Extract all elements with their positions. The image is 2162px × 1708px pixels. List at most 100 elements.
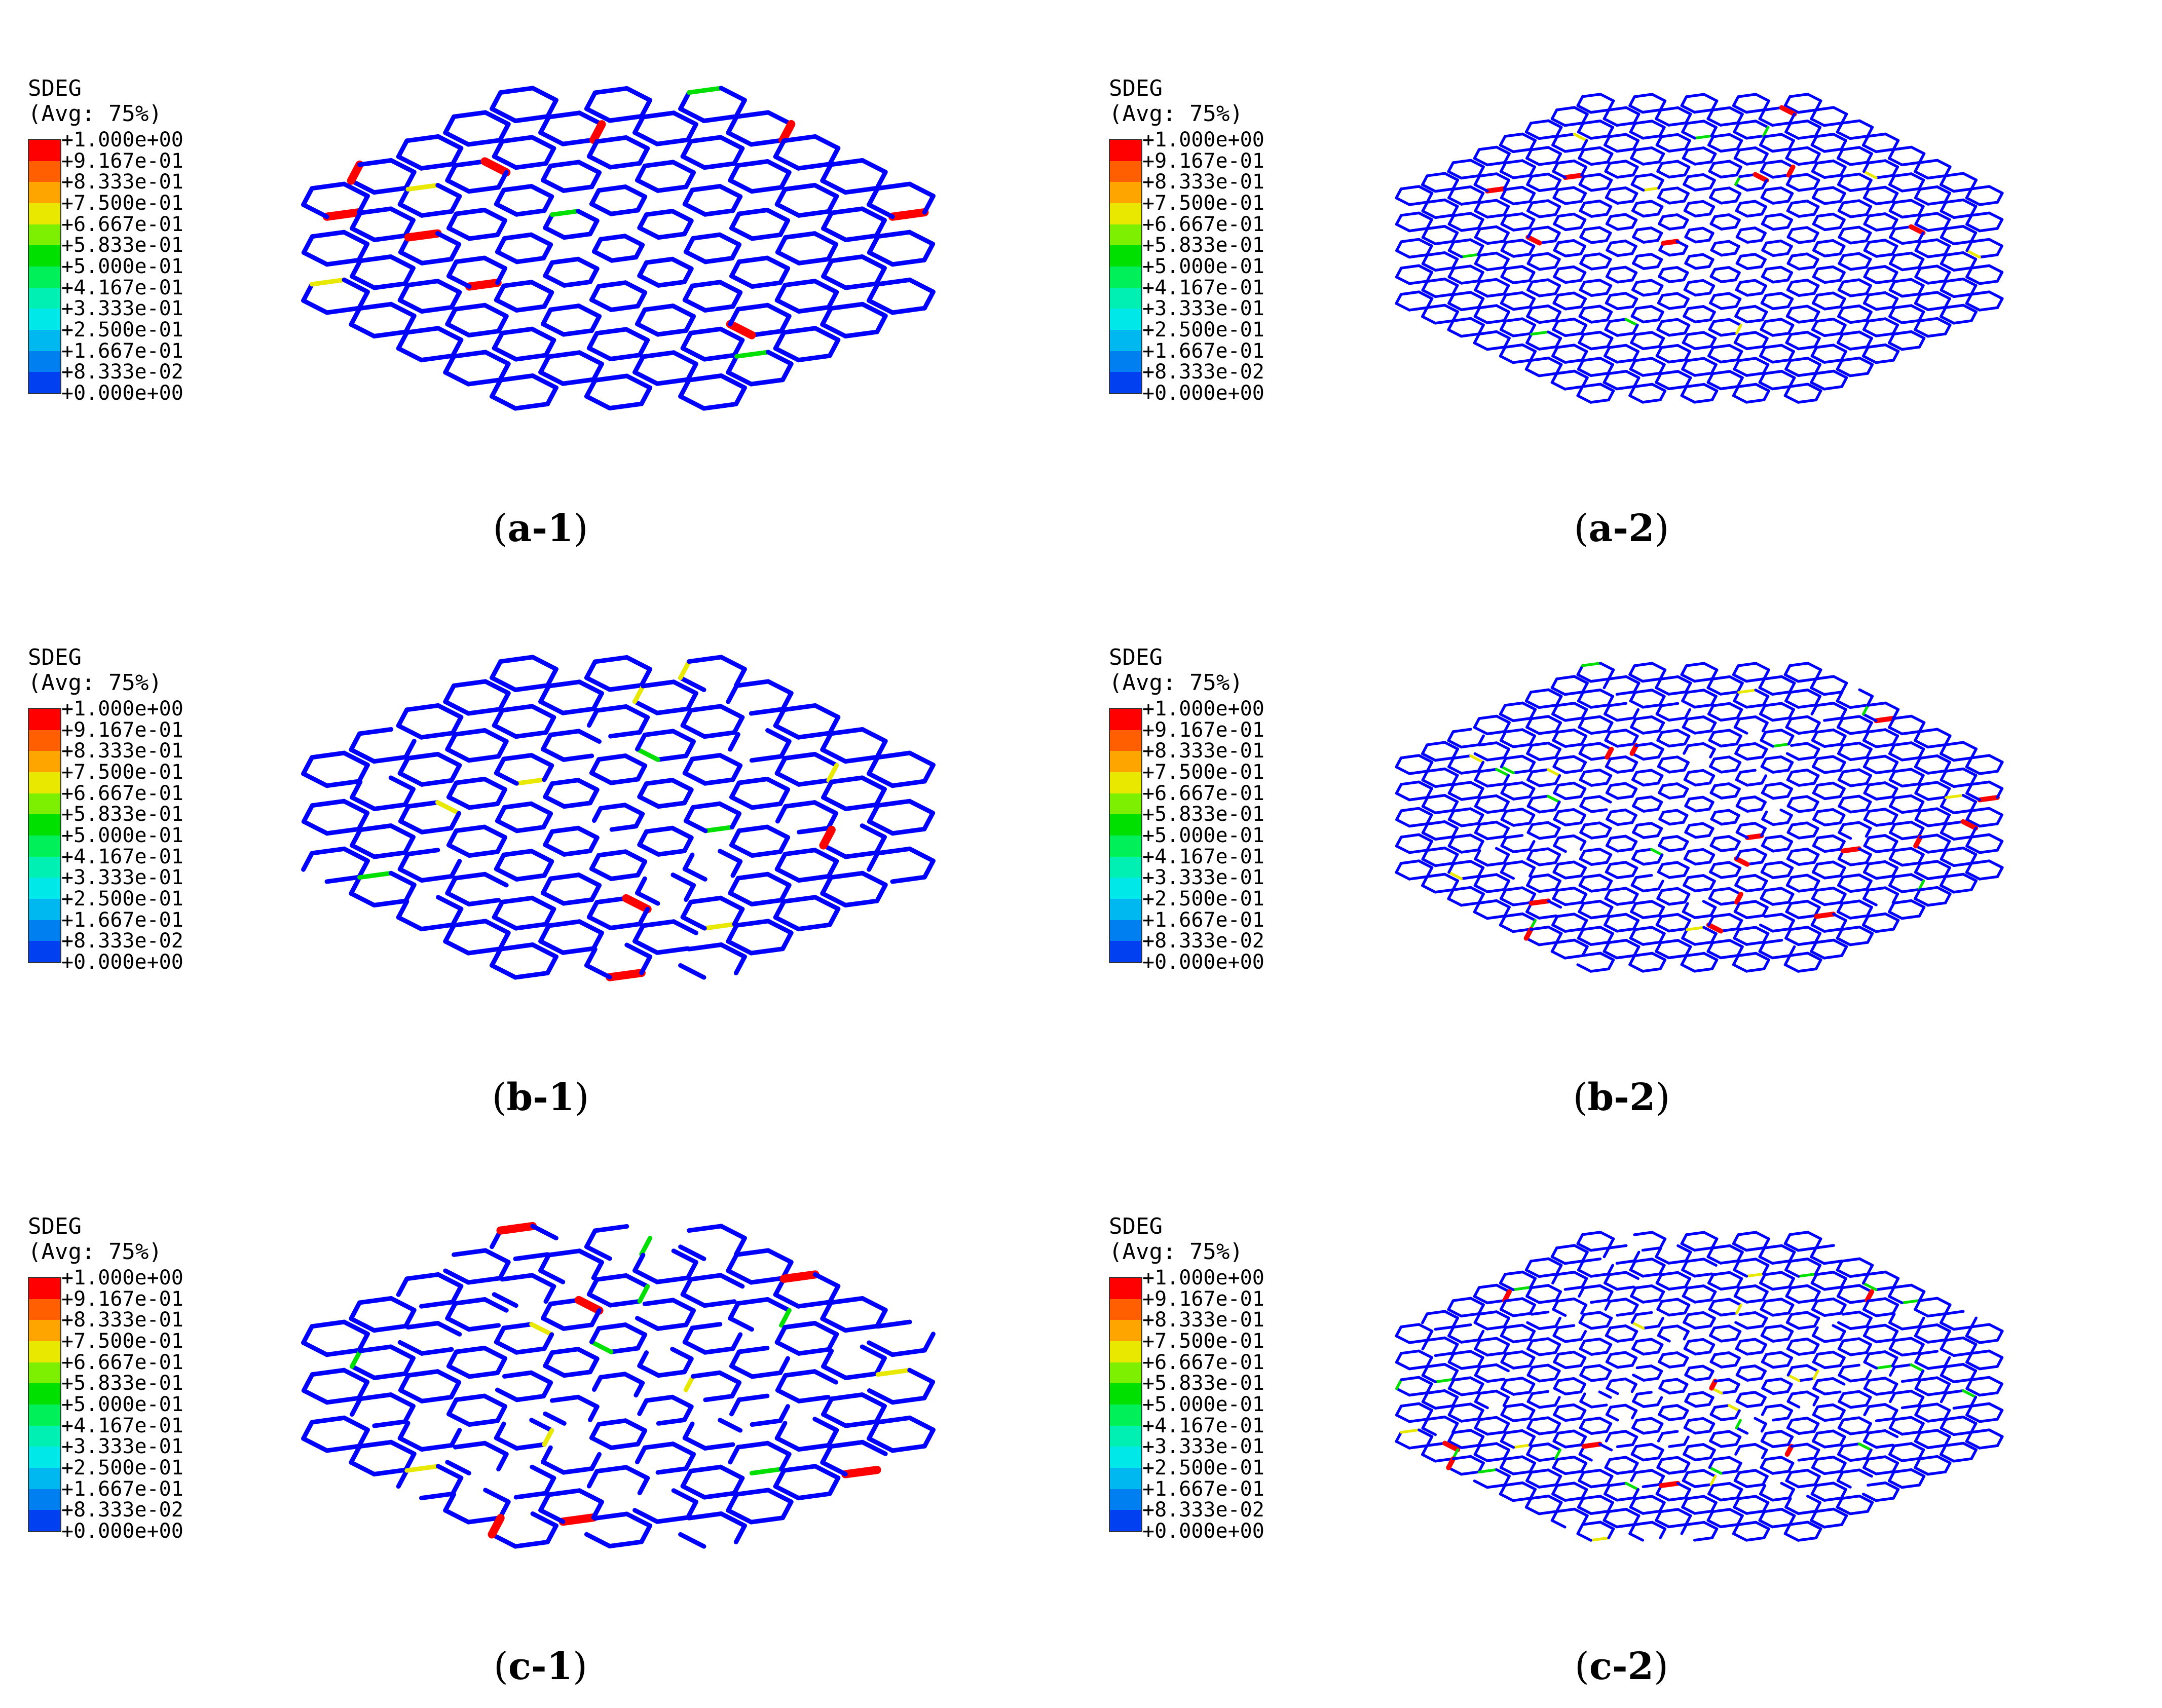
mesh-strut	[1579, 805, 1593, 813]
mesh-strut	[1659, 1508, 1680, 1513]
mesh-strut	[1863, 214, 1871, 225]
mesh-strut	[1538, 239, 1557, 245]
mesh-strut	[875, 1415, 912, 1425]
mesh-strut	[1884, 159, 1899, 169]
mesh-strut	[750, 232, 783, 241]
mesh-strut	[796, 1300, 832, 1309]
legend-colorbar	[1109, 708, 1142, 963]
mesh-strut	[1608, 1298, 1627, 1303]
mesh-strut	[779, 1270, 819, 1283]
mesh-strut	[1447, 222, 1463, 232]
mesh-strut	[1683, 1321, 1697, 1330]
mesh-strut	[1917, 800, 1925, 812]
mesh-strut	[632, 1508, 660, 1524]
mesh-strut	[1811, 1334, 1826, 1343]
mesh-strut	[1914, 791, 1930, 801]
mesh-strut	[1500, 1413, 1515, 1422]
mesh-strut	[1786, 228, 1794, 239]
mesh-strut	[1650, 279, 1664, 287]
mesh-strut	[637, 1398, 649, 1416]
mesh-strut	[682, 756, 695, 776]
mesh-strut	[588, 218, 600, 237]
mesh-strut	[1926, 822, 1947, 827]
mesh-strut	[1888, 884, 1904, 893]
mesh-strut	[594, 1465, 628, 1474]
mesh-strut	[1662, 809, 1679, 814]
mesh-strut	[1935, 159, 1952, 168]
mesh-strut	[1573, 938, 1589, 948]
mesh-strut	[1917, 1343, 1925, 1354]
mesh-strut	[729, 211, 741, 231]
legend-swatch	[29, 203, 60, 224]
mesh-strut	[1477, 1303, 1485, 1315]
mesh-strut	[1495, 199, 1510, 208]
mesh-strut	[733, 1523, 747, 1544]
mesh-strut	[1952, 1352, 1973, 1357]
mesh-strut	[1840, 945, 1848, 957]
mesh-strut	[1693, 161, 1712, 166]
mesh-strut	[310, 1368, 347, 1377]
mesh-strut	[735, 302, 770, 312]
mesh-strut	[1970, 807, 1991, 812]
mesh-strut	[1529, 708, 1537, 720]
legend-label: +8.333e-02	[1142, 360, 1264, 384]
mesh-strut	[1616, 305, 1634, 310]
mesh-strut	[1914, 871, 1930, 880]
mesh-strut	[1421, 752, 1437, 762]
mesh-strut	[1661, 1351, 1679, 1356]
mesh-strut	[1858, 1257, 1874, 1267]
mesh-strut	[1681, 928, 1689, 940]
mesh-strut	[1452, 754, 1472, 760]
mesh-strut	[1857, 768, 1873, 777]
mesh-strut	[467, 232, 500, 241]
mesh-strut	[1940, 1347, 1956, 1357]
mesh-strut	[1474, 1365, 1481, 1377]
mesh-strut	[1857, 874, 1873, 883]
mesh-strut	[419, 1347, 454, 1356]
mesh-strut	[1605, 1360, 1619, 1369]
mesh-strut	[1500, 222, 1515, 232]
mesh-strut	[1495, 847, 1510, 856]
legend-swatch	[29, 245, 60, 267]
mesh-strut	[1832, 106, 1848, 116]
mesh-strut	[1884, 701, 1900, 711]
mesh-strut	[1996, 1382, 2004, 1394]
mesh-strut	[730, 194, 743, 213]
mesh-strut	[492, 899, 505, 920]
mesh-strut	[730, 1332, 743, 1351]
mesh-strut	[1806, 715, 1821, 725]
mesh-strut	[589, 771, 614, 785]
mesh-strut	[1474, 1339, 1481, 1351]
mesh-strut	[1452, 185, 1472, 191]
mesh-strut	[1547, 1468, 1562, 1478]
mesh-strut	[589, 1422, 601, 1440]
mesh-strut	[820, 747, 848, 764]
mesh-strut	[1849, 345, 1869, 351]
mesh-strut	[1944, 1336, 1965, 1342]
mesh-strut	[1888, 857, 1904, 867]
mesh-strut	[1667, 1259, 1688, 1265]
mesh-strut	[1735, 1435, 1742, 1446]
mesh-strut	[1935, 185, 1951, 195]
mesh-strut	[1657, 1449, 1664, 1460]
mesh-strut	[1683, 735, 1691, 746]
mesh-strut	[820, 306, 833, 327]
mesh-strut	[1399, 185, 1421, 191]
mesh-strut	[1552, 897, 1567, 906]
mesh-strut	[1655, 143, 1670, 153]
mesh-strut	[1495, 741, 1510, 751]
mesh-strut	[452, 110, 488, 119]
mesh-strut	[1526, 1339, 1534, 1350]
mesh-strut	[1841, 172, 1861, 178]
mesh-strut	[1733, 1479, 1748, 1488]
mesh-strut	[1547, 305, 1561, 314]
mesh-strut	[1693, 1483, 1712, 1488]
mesh-strut	[1609, 782, 1627, 787]
mesh-strut	[1910, 714, 1926, 724]
mesh-strut	[1556, 291, 1576, 297]
mesh-strut	[350, 1396, 363, 1417]
mesh-strut	[1865, 801, 1872, 812]
mesh-strut	[826, 1332, 839, 1352]
mesh-strut	[1996, 787, 2004, 799]
mesh-strut	[1771, 1470, 1791, 1475]
